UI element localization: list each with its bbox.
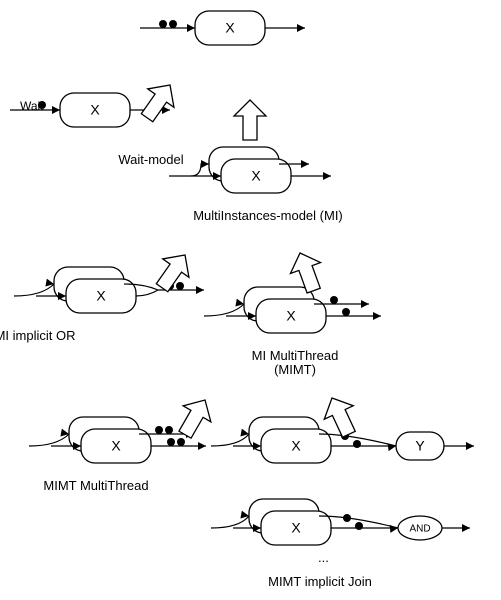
node-label: AND <box>409 524 430 535</box>
big-arrow <box>234 100 266 140</box>
caption: MI MultiThread <box>252 348 339 363</box>
node-label: X <box>251 168 261 184</box>
node-label: X <box>225 20 235 36</box>
node-label: X <box>111 438 121 454</box>
node-label: X <box>291 520 301 536</box>
node-multi: XXMultiInstances-model (MI) <box>169 147 343 223</box>
node-mimt_join_y: Y <box>396 432 444 460</box>
node-root: X <box>140 11 305 45</box>
node-label: X <box>96 288 106 304</box>
node-mimt_mt: XXMIMT MultiThread <box>29 417 206 493</box>
node-mimt: XXMI MultiThread(MIMT) <box>204 287 381 377</box>
big-arrow <box>171 392 219 443</box>
node-label: X <box>291 438 301 454</box>
caption: (MIMT) <box>274 362 316 377</box>
caption: Wait-model <box>118 152 183 167</box>
node-label: X <box>286 308 296 324</box>
caption: MIMT implicit Join <box>268 574 372 589</box>
node-label: Y <box>415 438 425 454</box>
caption: MIMT MultiThread <box>43 478 148 493</box>
node-label: X <box>90 102 100 118</box>
caption: MI implicit OR <box>0 328 75 343</box>
ellipsis: ... <box>318 550 329 565</box>
big-arrow <box>134 76 183 127</box>
caption: MultiInstances-model (MI) <box>193 208 343 223</box>
